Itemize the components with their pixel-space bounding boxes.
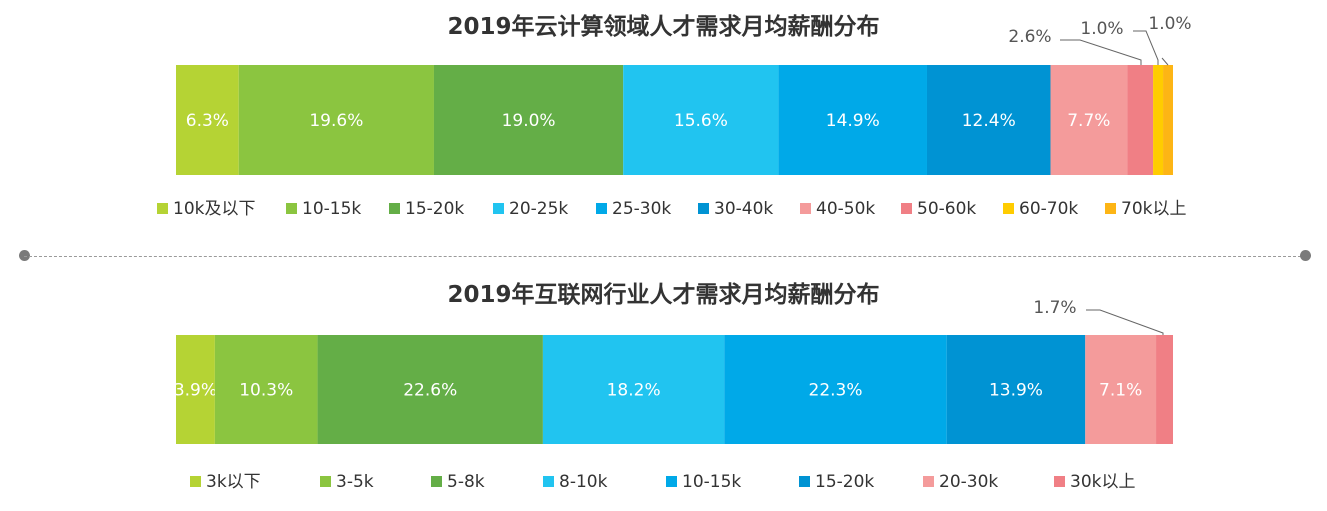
data-label-callout: 1.7% — [1033, 298, 1076, 318]
bar-segment-10-15k — [238, 65, 434, 175]
cloud-salary-plot: 6.3% 19.6% 19.0% 15.6% 14.9% 12.4% 7.7% 2.6% 1.0… — [157, 14, 1192, 219]
legend-label: 30k以上 — [1070, 472, 1135, 492]
legend-swatch — [901, 203, 912, 214]
data-label: 3.9% — [174, 381, 217, 401]
legend-label: 3-5k — [336, 472, 374, 492]
bar-segment-25-30k — [778, 65, 927, 175]
legend-label: 50-60k — [917, 199, 976, 219]
legend-label: 60-70k — [1019, 199, 1078, 219]
legend-label: 10k及以下 — [173, 199, 255, 219]
legend-label: 40-50k — [816, 199, 875, 219]
legend-label: 15-20k — [405, 199, 464, 219]
legend-swatch — [389, 203, 400, 214]
bar-segment-8-10k — [542, 335, 725, 444]
legend-label: 10-15k — [682, 472, 741, 492]
bar-segment-20-25k — [623, 65, 779, 175]
bar-segment-60-70k — [1153, 65, 1164, 175]
legend-label: 20-25k — [509, 199, 568, 219]
legend-swatch — [157, 203, 168, 214]
data-label: 14.9% — [826, 111, 880, 131]
legend-swatch — [320, 476, 331, 487]
legend-swatch — [543, 476, 554, 487]
legend-swatch — [799, 476, 810, 487]
bar-segment-40-50k — [1050, 65, 1128, 175]
data-label: 19.6% — [309, 111, 363, 131]
chart-title: 2019年互联网行业人才需求月均薪酬分布 — [447, 282, 880, 308]
bar-segment-10-15k — [724, 335, 947, 444]
callout-line — [1060, 39, 1142, 65]
chart-title: 2019年云计算领域人才需求月均薪酬分布 — [447, 14, 880, 40]
data-label: 22.3% — [809, 381, 863, 401]
data-label-callout: 1.0% — [1080, 19, 1123, 39]
data-label: 7.7% — [1067, 111, 1110, 131]
divider-dot-left — [19, 250, 30, 261]
legend-label: 5-8k — [447, 472, 485, 492]
bar-segment-50-60k — [1127, 65, 1154, 175]
legend-label: 10-15k — [302, 199, 361, 219]
bar-segment-5-8k — [317, 335, 543, 444]
legend-swatch — [190, 476, 201, 487]
legend-swatch — [800, 203, 811, 214]
legend-label: 70k以上 — [1121, 199, 1186, 219]
data-label: 19.0% — [502, 111, 556, 131]
legend-swatch — [923, 476, 934, 487]
internet-salary-plot: 3.9% 10.3% 22.6% 18.2% 22.3% 13.9% 7.1% 1.7% 3k以… — [174, 298, 1173, 492]
legend-label: 3k以下 — [206, 472, 261, 492]
data-label: 12.4% — [962, 111, 1016, 131]
data-label: 6.3% — [186, 111, 229, 131]
legend-swatch — [286, 203, 297, 214]
bar-segment-30k以上 — [1156, 335, 1173, 444]
bar-segment-10k及以下 — [176, 65, 239, 175]
internet-salary-chart: 2019年互联网行业人才需求月均薪酬分布 3.9% 10.3% 22.6% 18.2%… — [0, 268, 1327, 511]
bar-segment-3k以下 — [176, 335, 215, 444]
legend-swatch — [431, 476, 442, 487]
bar-segment-15-20k — [433, 65, 624, 175]
legend-label: 20-30k — [939, 472, 998, 492]
legend-swatch — [666, 476, 677, 487]
legend-swatch — [1054, 476, 1065, 487]
legend-swatch — [698, 203, 709, 214]
callout-line — [1086, 309, 1164, 335]
legend-label: 15-20k — [815, 472, 874, 492]
data-label: 18.2% — [607, 381, 661, 401]
legend-label: 8-10k — [559, 472, 608, 492]
legend-swatch — [596, 203, 607, 214]
divider-dot-right — [1300, 250, 1311, 261]
data-label: 22.6% — [403, 381, 457, 401]
data-label: 15.6% — [674, 111, 728, 131]
data-label: 10.3% — [239, 381, 293, 401]
legend-swatch — [1003, 203, 1014, 214]
data-label: 7.1% — [1099, 381, 1142, 401]
data-label-callout: 2.6% — [1008, 27, 1051, 47]
bar-segment-30-40k — [926, 65, 1051, 175]
bar-segment-15-20k — [946, 335, 1086, 444]
section-divider — [24, 256, 1306, 257]
bar-segment-70k以上 — [1163, 65, 1173, 175]
legend-swatch — [493, 203, 504, 214]
legend-label: 25-30k — [612, 199, 671, 219]
data-label: 13.9% — [989, 381, 1043, 401]
cloud-salary-chart: 2019年云计算领域人才需求月均薪酬分布 6.3% 19.6% 19.0% 15.6%… — [0, 0, 1327, 240]
bar-segment-20-30k — [1085, 335, 1157, 444]
callout-line — [1161, 57, 1169, 66]
legend-label: 30-40k — [714, 199, 773, 219]
bar-segment-3-5k — [214, 335, 318, 444]
legend-swatch — [1105, 203, 1116, 214]
callout-line — [1133, 30, 1159, 65]
data-label-callout: 1.0% — [1148, 14, 1191, 34]
